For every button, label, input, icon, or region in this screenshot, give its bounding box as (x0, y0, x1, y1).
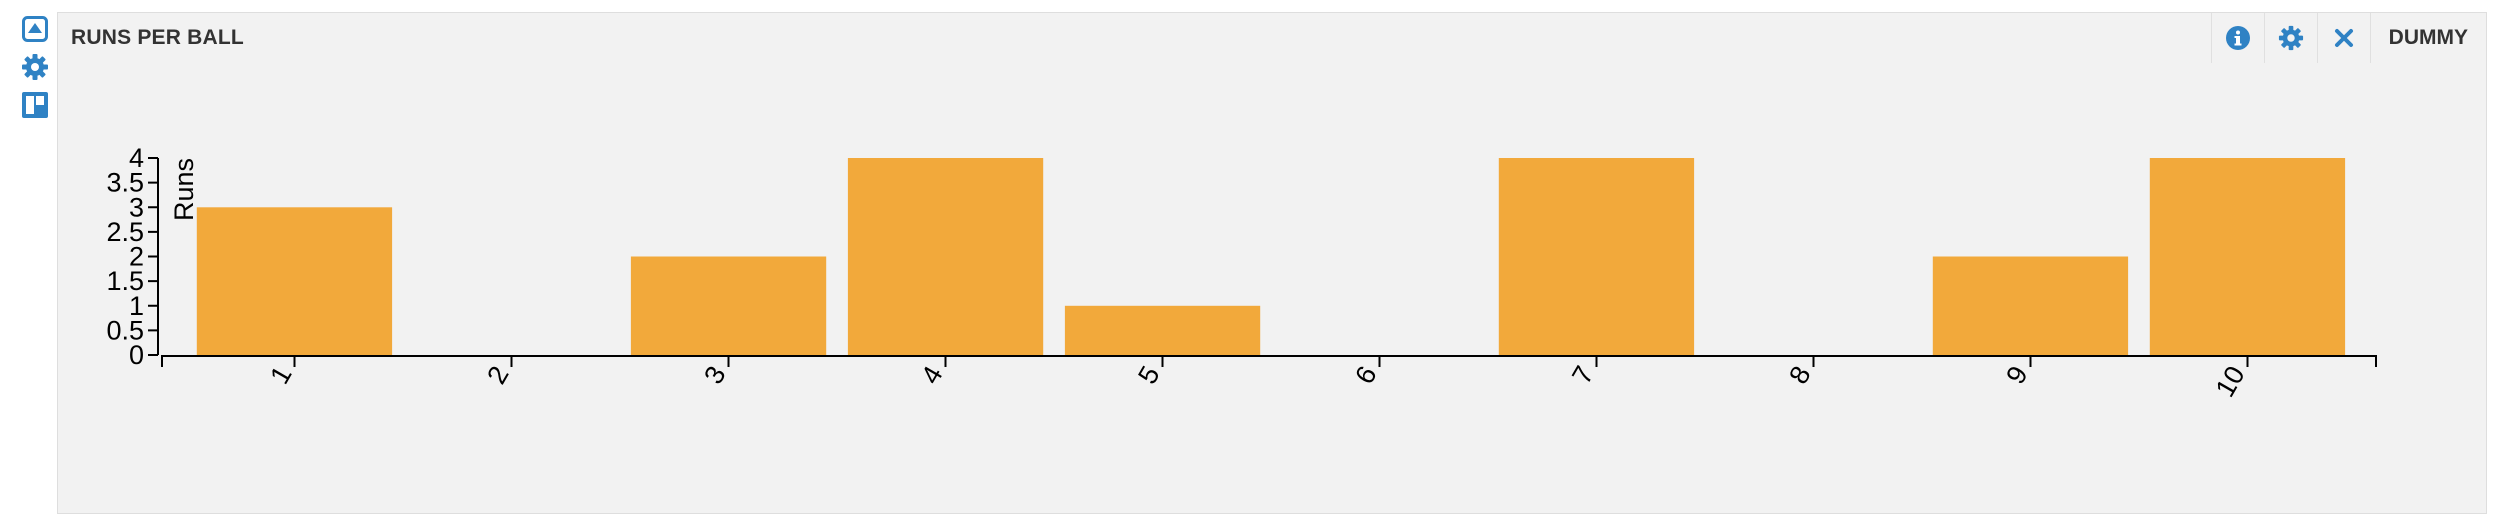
gear-icon[interactable] (20, 52, 50, 82)
info-button[interactable] (2210, 13, 2264, 63)
y-tick-label: 4 (129, 143, 144, 173)
y-axis-label: Runs (169, 158, 199, 221)
x-tick-label-2: 2 (481, 361, 514, 389)
bar-7 (1498, 158, 1695, 355)
x-tick-label-4: 4 (915, 361, 948, 389)
y-tick-label: 1.5 (106, 266, 144, 296)
y-tick-label: 3 (129, 192, 144, 222)
y-tick-label: 2.5 (106, 217, 144, 247)
bar-10 (2149, 158, 2346, 355)
layout-icon[interactable] (20, 90, 50, 120)
y-tick-label: 0.5 (106, 315, 144, 345)
side-toolbar (18, 14, 52, 120)
bar-4 (847, 158, 1044, 355)
close-button[interactable] (2316, 13, 2370, 63)
x-tick-label-5: 5 (1132, 361, 1165, 389)
expand-icon[interactable] (20, 14, 50, 44)
bar-1 (196, 207, 393, 356)
x-tick-label-9: 9 (2000, 361, 2033, 389)
widget-title: RUNS PER BALL (71, 26, 244, 49)
dataset-label[interactable]: DUMMY (2369, 13, 2486, 63)
widget-controls: DUMMY (2210, 13, 2486, 63)
x-tick-label-10: 10 (2210, 361, 2251, 402)
gear-icon (2278, 25, 2303, 51)
info-icon (2225, 26, 2250, 50)
bar-3 (630, 256, 827, 355)
bar-5 (1064, 305, 1261, 356)
close-icon (2334, 29, 2353, 47)
y-tick-label: 2 (129, 242, 144, 272)
x-tick-label-3: 3 (698, 361, 731, 389)
y-tick-label: 3.5 (106, 168, 144, 198)
settings-button[interactable] (2263, 13, 2317, 63)
y-tick-label: 1 (129, 291, 144, 321)
x-tick-label-1: 1 (264, 361, 297, 389)
x-tick-label-6: 6 (1349, 361, 1382, 389)
chart-widget: RUNS PER BALL (57, 12, 2487, 514)
bar-9 (1932, 256, 2129, 355)
x-tick-label-8: 8 (1783, 361, 1816, 389)
x-tick-label-7: 7 (1566, 361, 1599, 389)
y-tick-label: 0 (129, 340, 144, 370)
